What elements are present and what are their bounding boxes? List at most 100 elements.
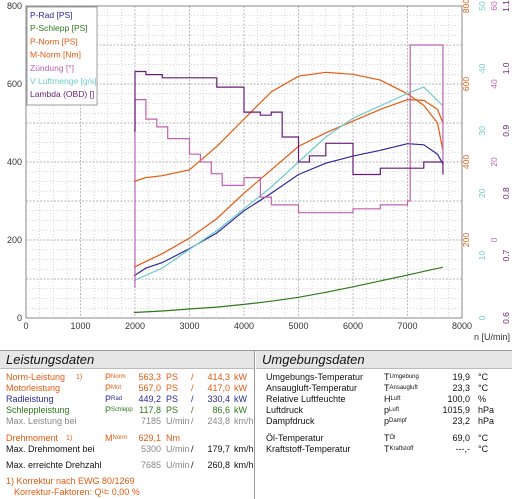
row-label: Dampfdruck xyxy=(266,416,315,426)
row-value: 23,2 xyxy=(452,416,470,426)
row-label: Relative Luftfeuchte xyxy=(266,394,346,404)
row-label: Kraftstoff-Temperatur xyxy=(266,444,351,454)
row-unit-1: PS xyxy=(166,394,179,404)
row-label: Drehmoment xyxy=(6,433,59,443)
x-tick-label: 1000 xyxy=(70,321,90,331)
row-value-1: 117,8 xyxy=(139,405,161,415)
row-value: 69,0 xyxy=(452,433,470,443)
umgebung-row: Dampfdruck p Dampf 23,2 hPa xyxy=(256,416,512,427)
row-symbol: p Luft xyxy=(384,405,400,415)
right-tick-label: 60 xyxy=(489,1,499,11)
umgebung-row: Relative Luftfeuchte H Luft 100,0% xyxy=(256,394,512,405)
leistung-row: Radleistung P Rad 449,2 PS / 330,4 kW xyxy=(0,394,254,405)
leistungsdaten-title: Leistungsdaten xyxy=(0,351,254,369)
x-tick-label: 8000 xyxy=(452,321,472,331)
row-unit-2: kW xyxy=(234,394,247,404)
right-tick-label: 40 xyxy=(489,79,499,89)
row-separator: / xyxy=(191,444,194,454)
row-label: Motorleistung xyxy=(6,383,61,393)
right-tick-label: 10 xyxy=(477,251,487,261)
row-unit: °C xyxy=(478,383,489,393)
row-unit-1: U/min xyxy=(166,460,190,470)
leistungsdaten-panel: Leistungsdaten Norm-Leistung 1) P Norm 563,3… xyxy=(0,351,255,499)
left-tick-label: 600 xyxy=(7,79,22,89)
row-label: Schleppleistung xyxy=(6,405,70,415)
row-value-2: 179,7 xyxy=(207,444,230,454)
row-value-1: 567,0 xyxy=(138,383,161,393)
left-axis: 0 200 400 600 800 xyxy=(7,1,22,323)
right-tick-label: 50 xyxy=(477,1,487,11)
row-note: 1) xyxy=(76,374,83,381)
row-value: 23,3 xyxy=(452,383,470,393)
max-drehzahl-row: Max. erreichte Drehzahl 7685 U/min/ 260,8 km… xyxy=(0,460,254,471)
row-unit-2: kW xyxy=(234,372,247,382)
left-tick-label: 400 xyxy=(7,157,22,167)
row-separator: / xyxy=(191,394,194,404)
row-symbol: H Luft xyxy=(384,394,401,404)
right-tick-label: 0 xyxy=(477,315,487,320)
x-axis-label: n [U/min] xyxy=(474,332,510,342)
legend-entry: V Luftmenge [g/s] xyxy=(30,76,97,86)
row-unit: % xyxy=(478,394,487,404)
max-drehmoment-row: Max. Drehmoment bei 5300 U/min/ 179,7 km/h xyxy=(0,444,254,455)
korrektur-text: 1) Korrektur nach EWG 80/1269 xyxy=(6,476,135,486)
row-unit-1: U/min xyxy=(166,416,190,426)
legend-entry: Lambda (OBD) [] xyxy=(30,89,94,99)
row-note: 1) xyxy=(66,435,73,442)
row-value-2: 330,4 xyxy=(207,394,230,404)
row-unit-1: U/min xyxy=(166,444,190,454)
row-label: Max. Drehmoment bei xyxy=(6,444,95,454)
row-value-2: 417,0 xyxy=(207,383,230,393)
right-tick-label: 20 xyxy=(489,157,499,167)
row-symbol: T Kraftstoff xyxy=(384,444,414,454)
right-tick-label: 0.6 xyxy=(501,312,511,324)
legend-entry: P-Norm [PS] xyxy=(30,36,78,46)
x-tick-label: 3000 xyxy=(179,321,199,331)
leistung-row: Motorleistung P Mot 567,0 PS / 417,0 kW xyxy=(0,383,254,394)
series-p-rad-ps xyxy=(133,143,444,277)
chart-legend: P-Rad [PS] P-Schlepp [PS] P-Norm [PS] M-Nor… xyxy=(26,6,98,106)
row-value-2: 243,8 xyxy=(207,416,230,426)
left-tick-label: 800 xyxy=(7,1,22,11)
row-value-1: 7685 xyxy=(140,460,161,470)
row-unit-1: Nm xyxy=(166,433,180,443)
umgebung-row: Ansaugluft-Temperatur T Ansaugluft 23,3 °C xyxy=(256,383,512,394)
row-unit-2: kW xyxy=(234,383,247,393)
row-unit: hPa xyxy=(478,405,495,415)
right-tick-label: 600 xyxy=(461,77,471,91)
row-value-2: 260,8 xyxy=(207,460,230,470)
row-label: Max. Leistung bei xyxy=(6,416,77,426)
row-separator: / xyxy=(191,405,194,415)
series-lambda-obd xyxy=(133,70,444,176)
row-unit-2: km/h xyxy=(234,444,254,454)
right-tick-label: 40 xyxy=(477,63,487,73)
row-separator: / xyxy=(191,416,194,426)
dyno-chart: 0 200 400 600 800 0 1000 2000 3000 4000 5000 6000 7… xyxy=(6,0,511,342)
leistung-row: Max. Leistung bei 7185 U/min/ 243,8 km/h xyxy=(0,416,254,427)
row-value: 1015,9 xyxy=(442,405,470,415)
row-value-1: 7185 xyxy=(140,416,161,426)
row-label: Norm-Leistung xyxy=(6,372,66,382)
left-tick-label: 200 xyxy=(7,235,22,245)
right-tick-label: 1.0 xyxy=(501,62,511,74)
row-value: ---,- xyxy=(455,444,471,454)
row-value: 100,0 xyxy=(447,394,470,404)
row-separator: / xyxy=(191,372,194,382)
legend-entry: P-Schlepp [PS] xyxy=(30,23,88,33)
row-value-1: 449,2 xyxy=(138,394,161,404)
right-tick-label: 1.1 xyxy=(501,0,511,12)
umgebung-row: Umgebungs-Temperatur T Umgebung 19,9 °C xyxy=(256,372,512,383)
row-symbol: M Norm xyxy=(105,433,128,443)
chart-series xyxy=(133,44,444,314)
row-separator: / xyxy=(191,383,194,393)
x-tick-label: 6000 xyxy=(343,321,363,331)
row-unit-1: PS xyxy=(166,405,179,415)
row-unit: hPa xyxy=(478,416,495,426)
row-unit-2: km/h xyxy=(234,460,254,470)
row-symbol: p Dampf xyxy=(384,416,407,426)
umgebung-row: Kraftstoff-Temperatur T Kraftstoff ---,- °C xyxy=(256,444,512,455)
row-value-1: 5300 xyxy=(140,444,161,454)
